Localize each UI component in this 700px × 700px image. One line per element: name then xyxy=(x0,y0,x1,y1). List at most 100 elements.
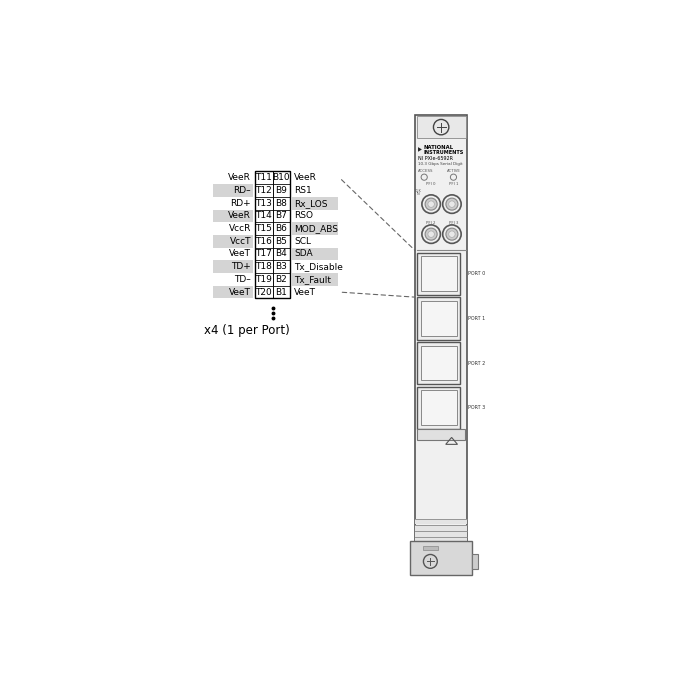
Text: PORT 0: PORT 0 xyxy=(468,272,485,276)
Bar xyxy=(417,253,461,295)
Bar xyxy=(214,273,253,286)
Bar xyxy=(272,248,290,260)
Bar xyxy=(415,525,468,531)
Text: RD+: RD+ xyxy=(230,199,251,208)
Bar xyxy=(214,286,253,298)
Circle shape xyxy=(449,201,455,207)
Bar xyxy=(272,209,290,222)
Text: Tx_Fault: Tx_Fault xyxy=(294,275,331,284)
Bar xyxy=(417,342,461,384)
Text: T12: T12 xyxy=(256,186,272,195)
Text: PORT 1: PORT 1 xyxy=(468,316,485,321)
Circle shape xyxy=(425,228,437,240)
Bar xyxy=(415,537,468,542)
Text: B5: B5 xyxy=(275,237,287,246)
Text: RSO: RSO xyxy=(294,211,313,220)
Bar xyxy=(255,197,272,209)
Text: B1: B1 xyxy=(275,288,287,297)
Bar xyxy=(255,260,272,273)
Bar xyxy=(214,172,253,184)
Text: T13: T13 xyxy=(256,199,272,208)
Text: B7: B7 xyxy=(275,211,287,220)
Text: B6: B6 xyxy=(275,224,287,233)
Text: T20: T20 xyxy=(256,288,272,297)
Bar xyxy=(214,222,253,235)
Text: MOD_ABS: MOD_ABS xyxy=(294,224,338,233)
Bar xyxy=(272,184,290,197)
Text: TD–: TD– xyxy=(234,275,251,284)
Text: x4 (1 per Port): x4 (1 per Port) xyxy=(204,324,290,337)
Bar xyxy=(421,256,456,291)
Circle shape xyxy=(446,198,458,210)
Bar xyxy=(472,554,478,569)
Bar xyxy=(415,115,468,575)
Bar xyxy=(417,386,461,429)
Circle shape xyxy=(449,231,455,237)
Bar xyxy=(214,235,253,248)
Text: VeeT: VeeT xyxy=(229,288,251,297)
Text: PFI 2: PFI 2 xyxy=(426,220,435,225)
Bar xyxy=(255,222,272,235)
Bar xyxy=(292,209,338,222)
Bar xyxy=(417,298,461,340)
Bar xyxy=(292,248,338,260)
Text: VccR: VccR xyxy=(229,224,251,233)
Bar xyxy=(292,222,338,235)
Bar xyxy=(292,273,338,286)
Text: SCL: SCL xyxy=(294,237,311,246)
Text: NI PXIe-6592R: NI PXIe-6592R xyxy=(418,156,453,161)
Bar xyxy=(417,429,465,440)
Bar xyxy=(214,184,253,197)
Text: VeeT: VeeT xyxy=(229,249,251,258)
Bar xyxy=(255,286,272,298)
Bar xyxy=(214,248,253,260)
Circle shape xyxy=(425,198,437,210)
Text: T11: T11 xyxy=(256,173,272,182)
Bar xyxy=(255,172,272,184)
Text: PFI 0: PFI 0 xyxy=(426,182,435,186)
Text: VeeR: VeeR xyxy=(294,173,317,182)
Text: TD+: TD+ xyxy=(231,262,251,271)
Bar xyxy=(255,184,272,197)
Text: Rx_LOS: Rx_LOS xyxy=(294,199,328,208)
Text: T18: T18 xyxy=(256,262,272,271)
Bar xyxy=(292,197,338,209)
Bar xyxy=(214,209,253,222)
Bar xyxy=(272,273,290,286)
Text: SDA: SDA xyxy=(294,249,313,258)
Text: T15: T15 xyxy=(256,224,272,233)
Text: 10.3 Gbps Serial Digit: 10.3 Gbps Serial Digit xyxy=(418,162,463,166)
Text: NATIONAL: NATIONAL xyxy=(424,145,454,150)
Text: INSTRUMENTS: INSTRUMENTS xyxy=(424,150,463,155)
Bar xyxy=(415,519,468,524)
Text: VeeR: VeeR xyxy=(228,173,251,182)
Text: PORT 3: PORT 3 xyxy=(468,405,485,410)
Text: VeeT: VeeT xyxy=(294,288,316,297)
Bar xyxy=(416,116,466,138)
Text: B8: B8 xyxy=(275,199,287,208)
Text: T14: T14 xyxy=(256,211,272,220)
Text: IN: IN xyxy=(416,192,420,196)
Bar xyxy=(421,346,456,381)
Bar xyxy=(272,235,290,248)
Bar xyxy=(423,546,438,550)
Bar xyxy=(292,286,338,298)
Text: B4: B4 xyxy=(276,249,287,258)
Text: T19: T19 xyxy=(256,275,272,284)
Text: RS1: RS1 xyxy=(294,186,312,195)
Bar xyxy=(255,235,272,248)
Text: B9: B9 xyxy=(275,186,287,195)
Text: B3: B3 xyxy=(275,262,287,271)
Circle shape xyxy=(428,201,435,207)
Bar xyxy=(292,235,338,248)
Text: RD–: RD– xyxy=(233,186,251,195)
Bar xyxy=(421,391,456,425)
Bar xyxy=(272,286,290,298)
Bar xyxy=(255,172,290,298)
Text: T16: T16 xyxy=(256,237,272,246)
Text: PFI 1: PFI 1 xyxy=(449,182,458,186)
Text: T17: T17 xyxy=(256,249,272,258)
Bar xyxy=(272,222,290,235)
Circle shape xyxy=(446,228,458,240)
Bar xyxy=(272,172,290,184)
